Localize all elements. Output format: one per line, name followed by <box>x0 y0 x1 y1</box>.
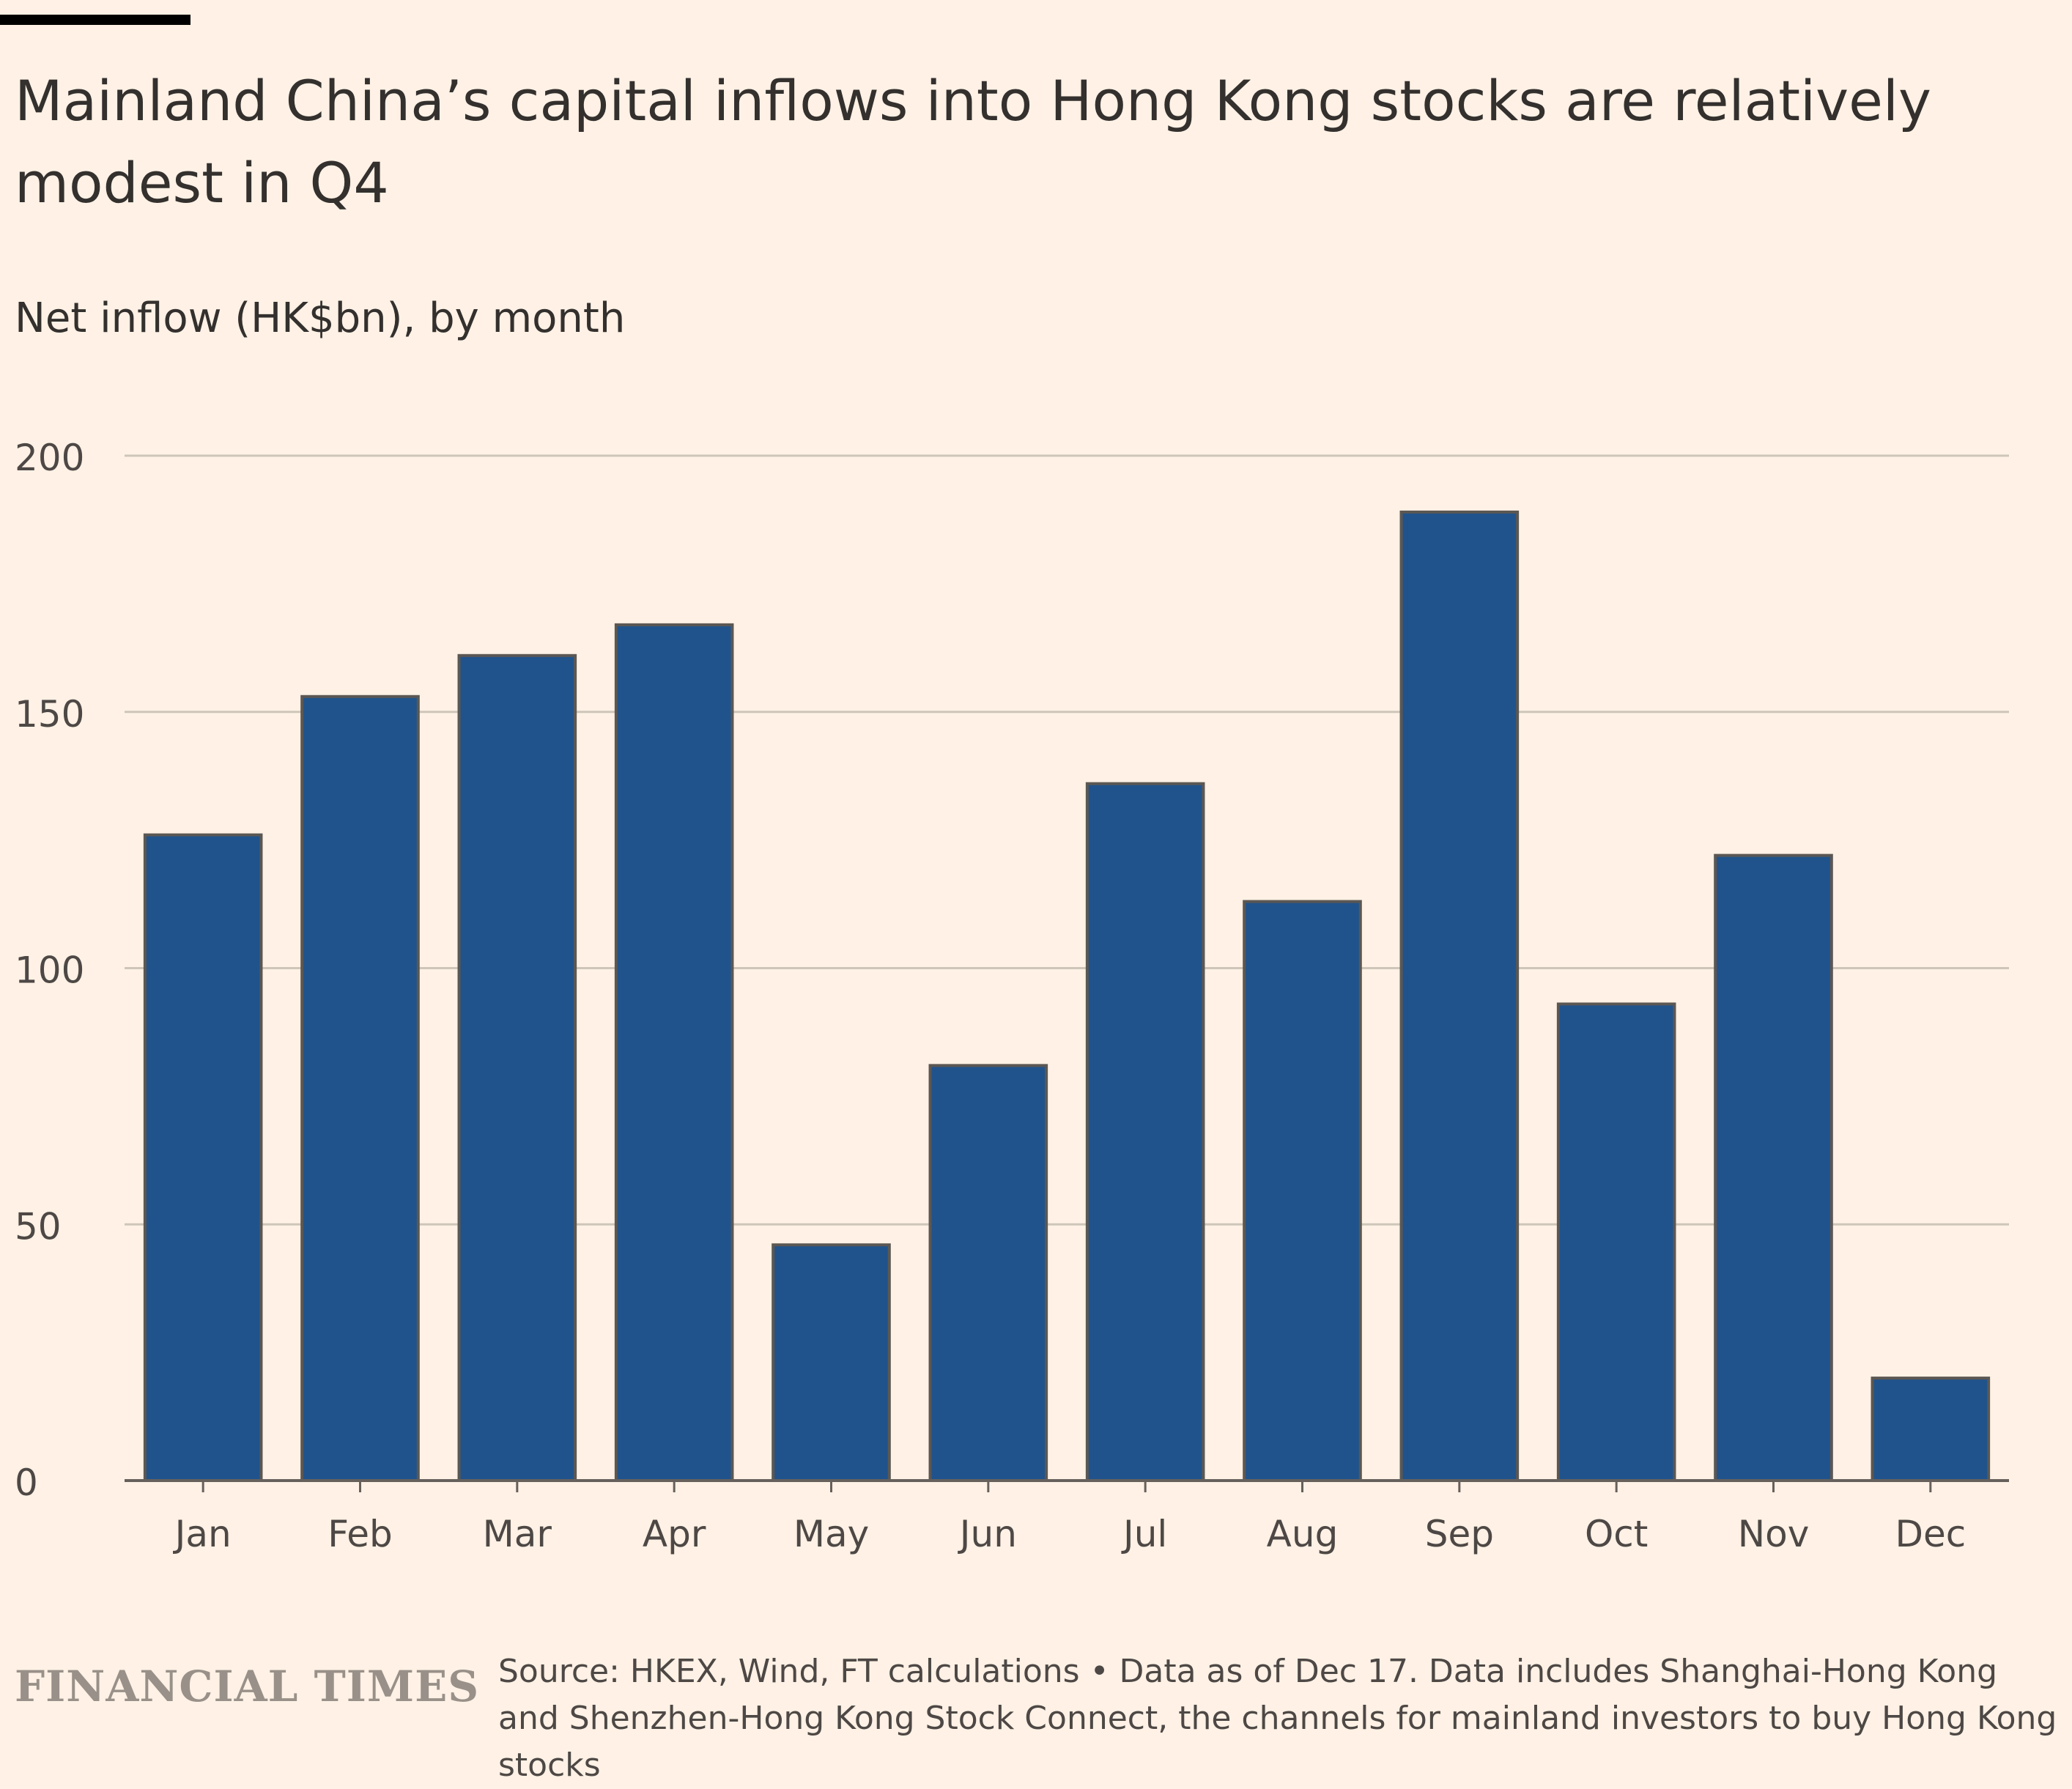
x-tick-label: Jun <box>958 1513 1017 1555</box>
bars <box>143 510 1991 1483</box>
x-tick-label: Feb <box>328 1513 393 1555</box>
bar-jan <box>143 833 263 1482</box>
x-tick-label: Dec <box>1895 1513 1966 1555</box>
top-rule <box>0 15 190 25</box>
bar-chart: 0 50 100 150 200 Jan Feb Mar Apr May Jun Jul Aug Sep… <box>15 437 2009 1555</box>
source-note: Source: HKEX, Wind, FT calculations • Da… <box>498 1653 2057 1784</box>
bar-apr <box>614 623 734 1483</box>
x-tick-label: Mar <box>483 1513 552 1555</box>
y-tick-label: 200 <box>15 437 84 479</box>
chart-title: Mainland China’s capital inflows into Ho… <box>15 68 1931 215</box>
x-tick-label: Jan <box>173 1513 232 1555</box>
y-axis-ticks: 0 50 100 150 200 <box>15 437 84 1504</box>
x-axis-ticks: Jan Feb Mar Apr May Jun Jul Aug Sep Oct Nov Dec <box>173 1481 1966 1555</box>
ft-logo: FINANCIAL TIMES <box>15 1662 480 1711</box>
bar-feb <box>300 695 420 1482</box>
y-tick-label: 100 <box>15 949 84 992</box>
x-tick-label: Apr <box>643 1513 706 1555</box>
chart-subtitle: Net inflow (HK$bn), by month <box>15 295 626 342</box>
bar-aug <box>1243 900 1362 1482</box>
x-tick-label: Jul <box>1121 1513 1167 1555</box>
bar-dec <box>1871 1377 1991 1482</box>
gridlines <box>125 454 2009 1226</box>
bar-jun <box>928 1064 1048 1482</box>
y-tick-label: 50 <box>15 1205 62 1248</box>
x-tick-label: May <box>793 1513 869 1555</box>
bar-mar <box>457 653 577 1482</box>
y-tick-label: 150 <box>15 693 84 736</box>
x-tick-label: Oct <box>1585 1513 1648 1555</box>
x-tick-label: Sep <box>1425 1513 1494 1555</box>
x-tick-label: Nov <box>1738 1513 1810 1555</box>
bar-jul <box>1085 782 1205 1483</box>
bar-oct <box>1556 1002 1676 1482</box>
bar-nov <box>1714 853 1833 1482</box>
x-tick-label: Aug <box>1267 1513 1339 1555</box>
y-tick-label: 0 <box>15 1462 38 1504</box>
bar-may <box>772 1243 891 1482</box>
bar-sep <box>1399 510 1520 1483</box>
